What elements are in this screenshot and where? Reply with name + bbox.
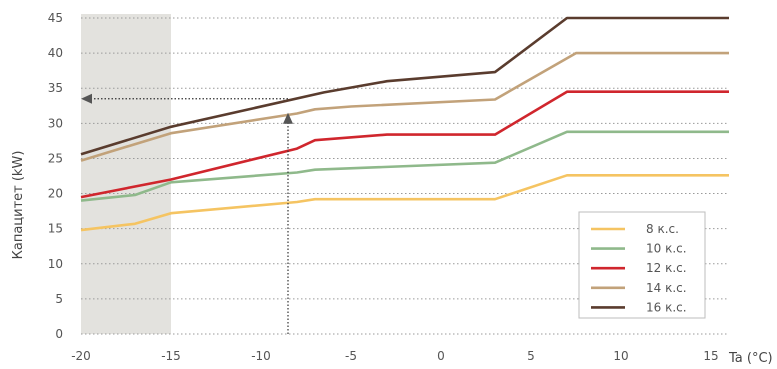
up-arrowhead — [283, 112, 293, 124]
legend-label: 8 к.с. — [646, 222, 679, 236]
series-line-2 — [80, 130, 729, 202]
legend: 8 к.с. 10 к.с. 12 к.с. 14 к.с. 16 к.с. — [578, 211, 706, 319]
y-tick-label: 45 — [48, 11, 63, 25]
y-tick-label: 5 — [55, 292, 63, 306]
x-tick-labels: -20 -15 -10 -5 0 5 10 15 — [71, 349, 718, 363]
y-tick-label: 0 — [55, 327, 63, 341]
x-tick-label: 5 — [527, 349, 535, 363]
x-tick-label: -20 — [71, 349, 91, 363]
y-tick-label: 15 — [48, 222, 63, 236]
y-tick-label: 30 — [48, 116, 63, 130]
x-axis-label: Ta (°C) — [728, 351, 773, 366]
left-arrowhead — [81, 93, 92, 104]
legend-label: 10 к.с. — [646, 242, 687, 256]
y-tick-label: 40 — [48, 46, 63, 60]
x-tick-label: 15 — [703, 349, 718, 363]
legend-label: 12 к.с. — [646, 261, 687, 275]
x-tick-label: -5 — [345, 349, 357, 363]
legend-label: 14 к.с. — [646, 281, 687, 295]
series-line-5 — [80, 16, 729, 156]
y-tick-label: 25 — [48, 151, 63, 165]
series-lines — [80, 16, 729, 232]
legend-label: 16 к.с. — [646, 300, 687, 314]
y-axis-label: Капацитет (kW) — [11, 151, 26, 260]
shaded-region — [81, 14, 171, 334]
x-tick-label: 10 — [613, 349, 628, 363]
x-tick-label: 0 — [437, 349, 445, 363]
y-tick-labels: 0 5 10 15 20 25 30 35 40 45 — [48, 11, 63, 341]
x-tick-label: -15 — [161, 349, 181, 363]
series-line-3 — [80, 90, 729, 199]
series-line-1 — [80, 174, 729, 232]
y-tick-label: 20 — [48, 187, 63, 201]
annotation-arrows — [81, 93, 293, 334]
series-line-4 — [80, 51, 729, 162]
y-tick-label: 10 — [48, 257, 63, 271]
x-tick-label: -10 — [251, 349, 271, 363]
plot-background — [81, 14, 171, 334]
y-tick-label: 35 — [48, 81, 63, 95]
